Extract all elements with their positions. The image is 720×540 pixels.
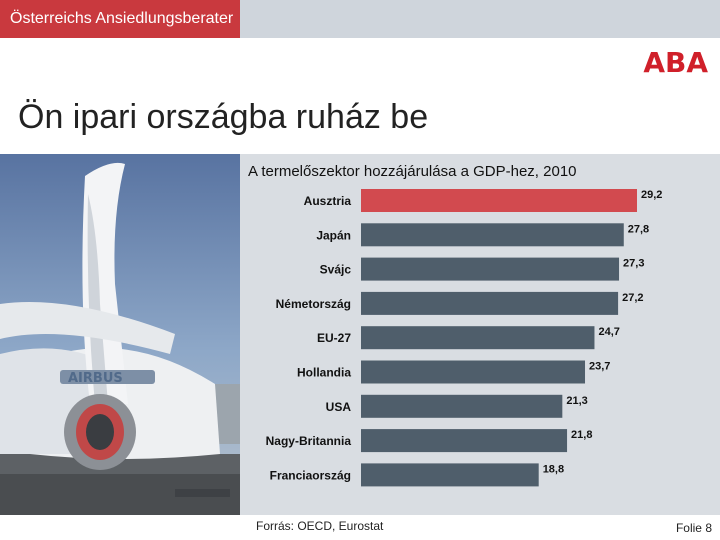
category-label: Ausztria — [304, 194, 352, 208]
bar-Hollandia — [361, 360, 586, 384]
bar-Nagy-Britannia — [361, 429, 568, 453]
slide-number: Folie 8 — [675, 521, 712, 535]
value-label: 29,2 — [641, 189, 662, 201]
svg-text:AIRBUS: AIRBUS — [68, 371, 123, 386]
value-label: 21,3 — [566, 395, 587, 407]
bar-Ausztria — [361, 189, 637, 212]
value-label: 27,8 — [628, 223, 649, 235]
bar-Franciaország — [361, 463, 539, 487]
airbus-photo: AIRBUS — [0, 154, 240, 515]
category-label: EU-27 — [317, 331, 351, 345]
bar-Németország — [361, 291, 619, 315]
chart-title: A termelőszektor hozzájárulása a GDP-hez… — [248, 163, 577, 180]
category-label: Németország — [276, 297, 351, 311]
category-label: Franciaország — [270, 468, 351, 482]
value-label: 23,7 — [589, 361, 610, 373]
bar-EU-27 — [361, 326, 595, 350]
category-label: Nagy-Britannia — [266, 434, 352, 448]
bar-Japán — [361, 223, 624, 247]
category-label: Svájc — [320, 263, 352, 277]
value-label: 24,7 — [598, 326, 619, 338]
value-label: 18,8 — [543, 463, 564, 475]
brand-banner: Österreichs Ansiedlungsberater — [0, 0, 240, 38]
source-note: Forrás: OECD, Eurostat — [256, 519, 384, 533]
bar-USA — [361, 394, 563, 418]
value-label: 27,2 — [622, 292, 643, 304]
slide-title: Ön ipari országba ruház be — [18, 98, 429, 136]
category-label: USA — [326, 400, 352, 414]
bar-chart: Ausztria 29,2 Japán 27,8 Svájc 27,3 Németorszá… — [266, 189, 662, 487]
value-label: 21,8 — [571, 429, 592, 441]
aba-logo: ABA — [643, 46, 708, 79]
category-label: Japán — [316, 228, 351, 242]
category-label: Hollandia — [297, 366, 351, 380]
value-label: 27,3 — [623, 258, 644, 270]
bar-Svájc — [361, 257, 620, 281]
